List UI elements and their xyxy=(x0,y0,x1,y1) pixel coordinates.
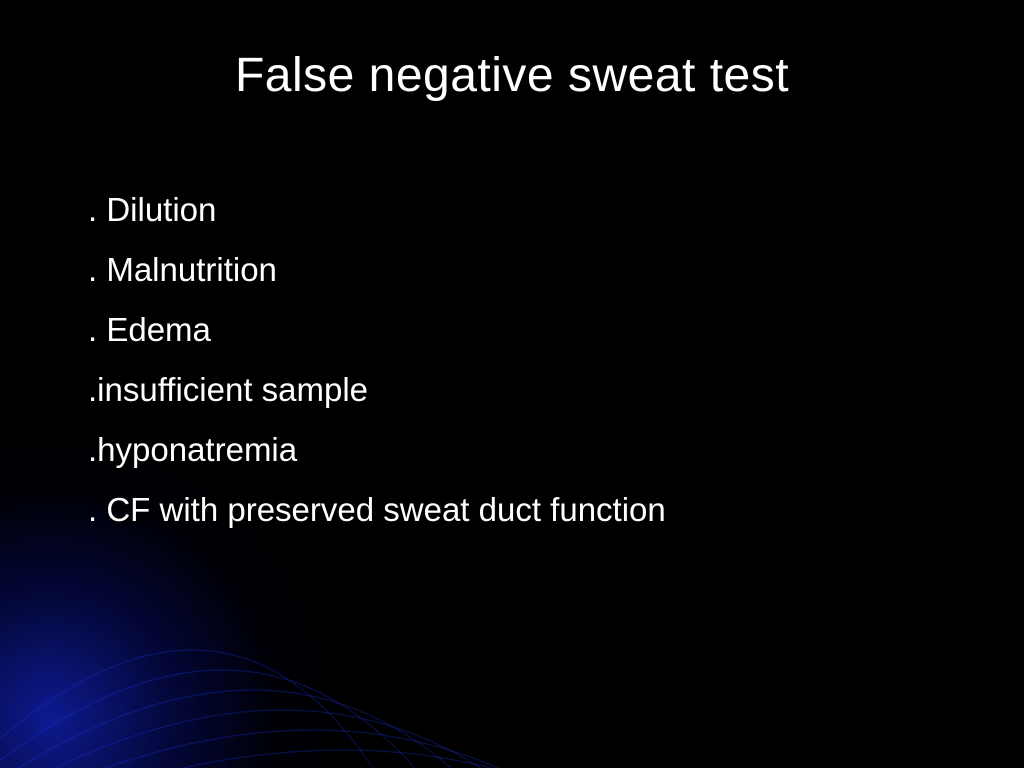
list-item: . Edema xyxy=(88,300,938,360)
list-item: . CF with preserved sweat duct function xyxy=(88,480,938,540)
list-item: .hyponatremia xyxy=(88,420,938,480)
list-item: .insufficient sample xyxy=(88,360,938,420)
slide: False negative sweat test . Dilution . M… xyxy=(0,0,1024,768)
slide-title-container: False negative sweat test xyxy=(0,48,1024,103)
slide-title: False negative sweat test xyxy=(235,49,789,102)
list-item: . Malnutrition xyxy=(88,240,938,300)
list-item: . Dilution xyxy=(88,180,938,240)
slide-body: . Dilution . Malnutrition . Edema .insuf… xyxy=(88,180,938,540)
